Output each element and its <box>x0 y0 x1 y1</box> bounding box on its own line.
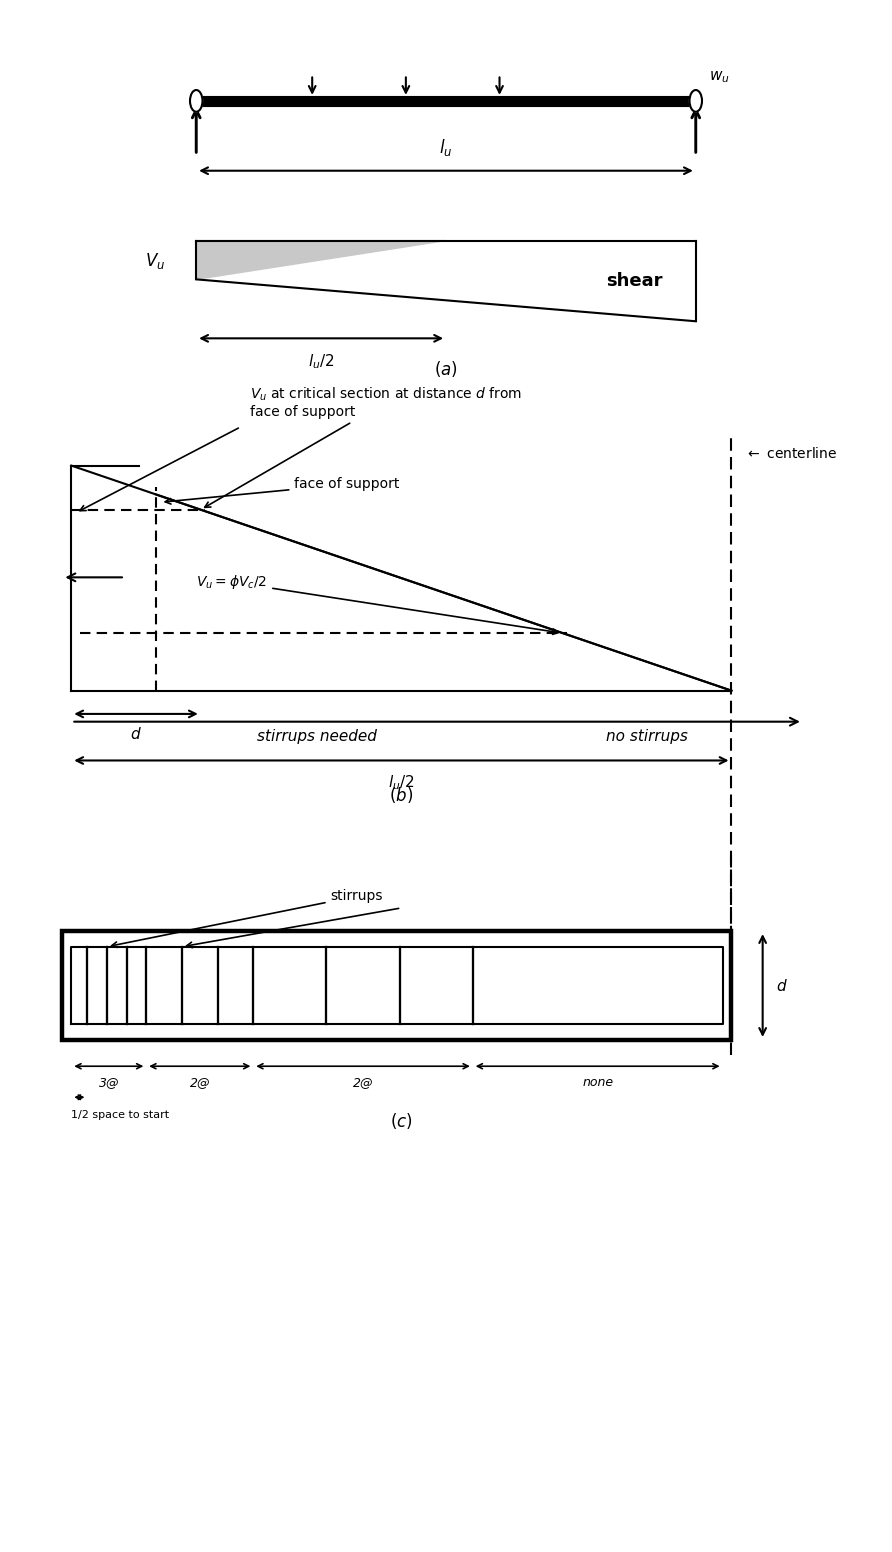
Text: $(b)$: $(b)$ <box>389 785 414 804</box>
Text: stirrups: stirrups <box>112 889 383 947</box>
Text: no stirrups: no stirrups <box>607 729 688 745</box>
Text: 3@: 3@ <box>99 1076 119 1088</box>
Text: stirrups needed: stirrups needed <box>257 729 377 745</box>
Bar <box>62 931 731 1040</box>
Text: $w_u$: $w_u$ <box>709 70 730 85</box>
Text: $l_u/2$: $l_u/2$ <box>388 773 415 792</box>
Text: $(a)$: $(a)$ <box>434 360 458 379</box>
Text: shear: shear <box>607 272 663 290</box>
Text: 1/2 space to start: 1/2 space to start <box>71 1110 169 1119</box>
Text: $l_u/2$: $l_u/2$ <box>308 352 334 371</box>
Text: 2@: 2@ <box>353 1076 373 1088</box>
Text: $V_u$: $V_u$ <box>145 251 165 270</box>
Text: $V_u = \phi V_c/2$: $V_u = \phi V_c/2$ <box>196 573 558 635</box>
Text: $d$: $d$ <box>130 726 142 742</box>
Text: $(c)$: $(c)$ <box>390 1111 413 1130</box>
Text: none: none <box>582 1076 613 1088</box>
Text: face of support: face of support <box>165 476 400 504</box>
Text: $\leftarrow$ centerline: $\leftarrow$ centerline <box>745 445 838 461</box>
Text: $d$: $d$ <box>776 978 788 993</box>
Polygon shape <box>196 241 446 279</box>
Text: 2@: 2@ <box>190 1076 210 1088</box>
Circle shape <box>190 90 202 112</box>
Circle shape <box>690 90 702 112</box>
Text: $l_u$: $l_u$ <box>439 137 453 158</box>
Text: $V_u$ at critical section at distance $d$ from
face of support: $V_u$ at critical section at distance $d… <box>205 385 522 508</box>
